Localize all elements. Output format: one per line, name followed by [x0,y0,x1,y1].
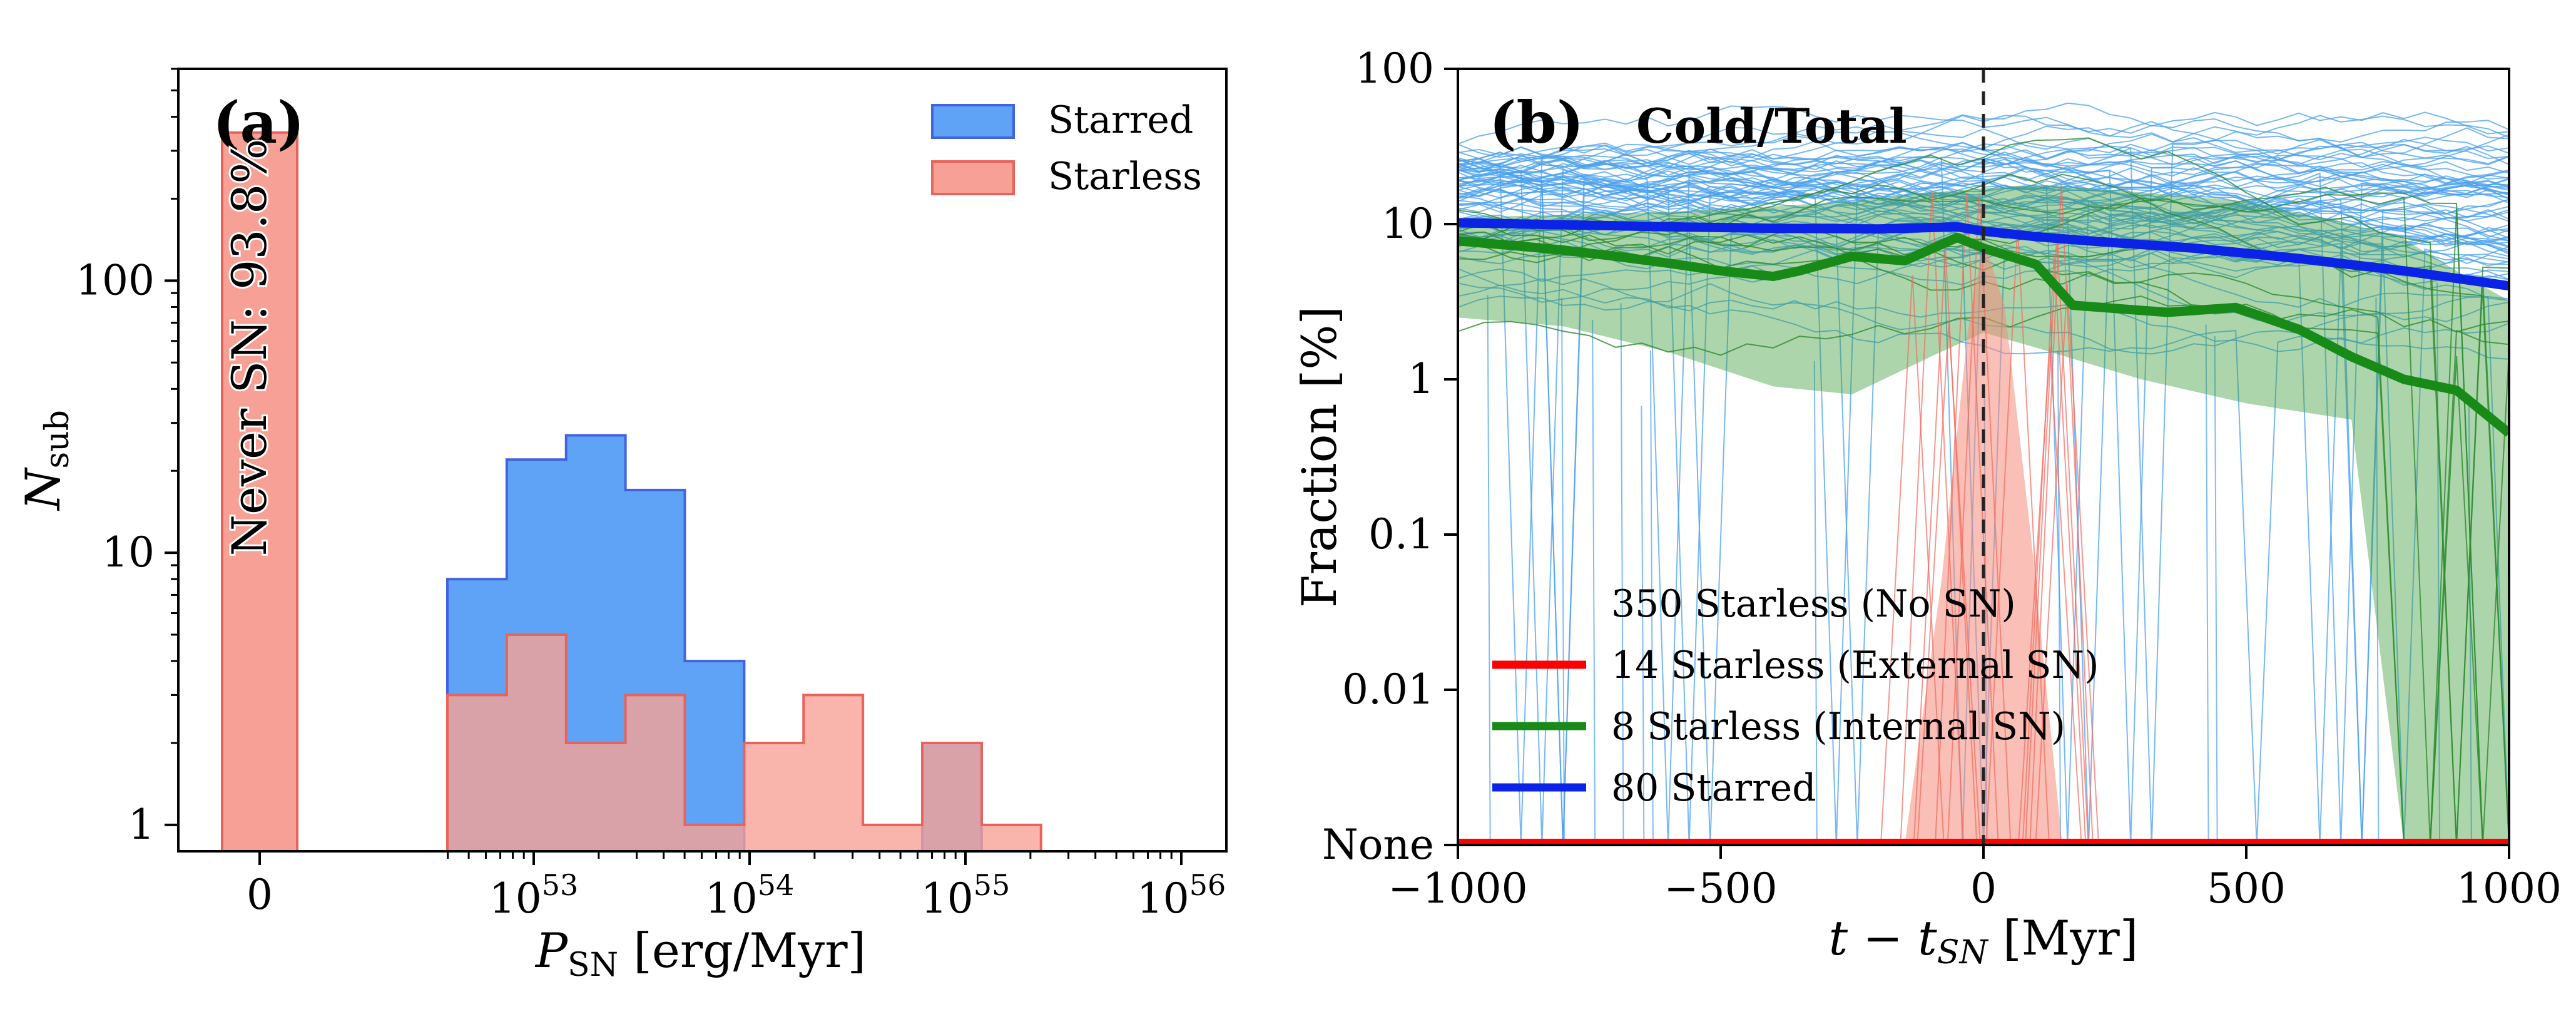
b-starred-drop [1649,350,1654,845]
b-starred-line [1458,167,2509,216]
b-starred-drop [1592,320,1596,845]
b-ticks-group: −1000 −500 0 500 1000 100 10 1 0.1 0.01 None [1322,44,2562,913]
b-starred-drop [1641,406,1645,845]
b-internal-sn-band [1458,184,2509,845]
b-panel-label: (b) [1489,89,1584,156]
b-external-line [1880,275,1945,845]
b-starred-drop [2436,282,2441,845]
b-legend-label-internal-sn: 8 Starless (Internal SN) [1611,705,2065,749]
b-y-axis-label: Fraction [%] [1291,306,1347,608]
b-external-line [2022,254,2087,845]
b-external-line [2035,284,2100,845]
b-starred-drop [1560,297,1565,845]
b-ytick-label: 0.1 [1368,510,1434,558]
panel-a-histogram: 1 10 100 0 1053 1054 1055 1056 (a) Never SN: 93… [15,68,1228,984]
a-zero-bin-starless [221,131,298,851]
b-external-line [1985,227,2050,845]
b-starred-line [1458,125,2509,202]
a-legend: Starred Starless [931,98,1202,198]
b-ytick-label: 0.01 [1342,665,1434,714]
panel-b-line-chart: −1000 −500 0 500 1000 100 10 1 0.1 0.01 None (b) C… [1291,44,2562,971]
a-y-axis-label: Nsub [15,410,76,511]
b-starred-drop [1813,361,1818,845]
b-external-line [2029,184,2094,845]
a-xtick-label: 1053 [489,868,579,923]
b-starred-drop [1620,303,1624,845]
b-legend-label-starred: 80 Starred [1611,766,1816,810]
a-bars-group [221,131,1042,851]
b-external-line [1900,192,1965,845]
a-ytick-label: 100 [76,256,155,304]
a-legend-label-starred: Starred [1048,98,1193,142]
b-xtick-label: −500 [1664,864,1777,913]
b-legend-label-no-sn: 350 Starless (No SN) [1611,582,2016,626]
a-hist-starless [446,633,1042,851]
b-ytick-label: None [1322,821,1434,869]
a-xtick-label: 0 [247,871,273,919]
b-starred-drop [2205,324,2209,845]
b-xtick-label: 500 [2207,864,2286,913]
b-series-2 [1458,232,2509,437]
b-starred-drop [1487,295,1491,845]
b-legend-label-external-sn: 14 Starless (External SN) [1611,643,2099,687]
a-xtick-label: 1056 [1137,868,1226,923]
b-starred-line [1458,136,2509,845]
b-xtick-label: −1000 [1388,864,1527,913]
b-ytick-label: 1 [1408,355,1434,403]
b-starred-line [1458,155,2509,207]
b-legend: 350 Starless (No SN) 14 Starless (Extern… [1492,582,2099,810]
a-x-axis-label: PSN [erg/Myr] [534,923,866,984]
b-ytick-label: 10 [1382,200,1434,248]
b-starred-line [1458,163,2509,284]
a-ticks-group: 1 10 100 0 1053 1054 1055 1056 [76,68,1226,923]
b-external-line [1947,192,2012,845]
b-xtick-label: 1000 [2456,864,2562,913]
a-legend-label-starless: Starless [1048,155,1202,198]
b-internal-line [1458,137,2509,845]
b-starred-drop [2375,297,2380,845]
a-ytick-label: 1 [128,801,155,849]
b-starred-line [1458,140,2509,845]
b-starred-line [1458,162,2509,239]
a-xtick-label: 1055 [921,868,1011,923]
a-panel-label: (a) [213,89,305,156]
b-title: Cold/Total [1636,98,1907,154]
a-xtick-label: 1054 [705,868,795,923]
a-legend-swatch-starless [931,160,1015,195]
b-x-axis-label: t − tSN [Myr] [1829,910,2139,971]
b-external-line [2017,347,2082,845]
a-ytick-label: 10 [102,528,155,576]
b-xtick-label: 0 [1970,864,1997,913]
a-never-sn-annotation: Never SN: 93.8% [221,139,277,556]
a-legend-swatch-starred [931,104,1015,139]
b-external-line [1934,193,1999,845]
b-ytick-label: 100 [1355,44,1434,93]
b-starred-drop [2214,335,2218,845]
